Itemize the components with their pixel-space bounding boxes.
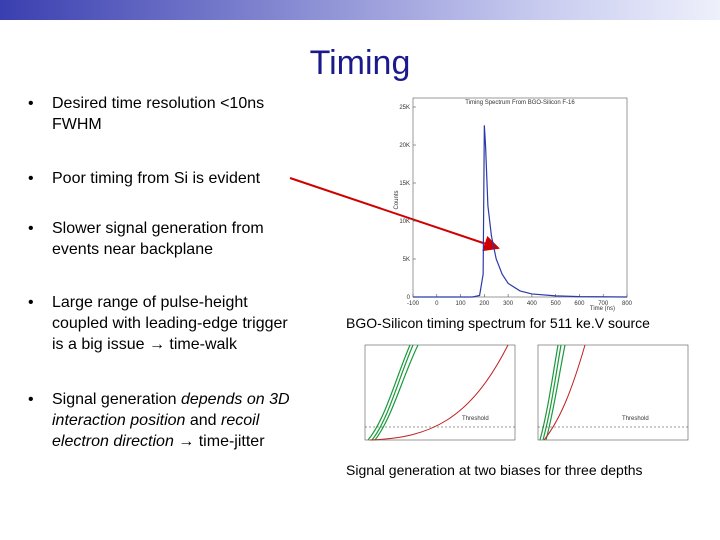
- text-line: is a big issue → time-walk: [52, 334, 288, 355]
- text-segment: electron direction: [52, 433, 174, 450]
- text-line: coupled with leading-edge trigger: [52, 313, 288, 334]
- bullet-text: Slower signal generation from events near…: [52, 218, 264, 260]
- x-tick-label: 700: [598, 301, 609, 307]
- text-segment: FWHM: [52, 116, 102, 133]
- text-line: events near backplane: [52, 239, 264, 260]
- curve: [543, 344, 586, 441]
- x-tick-label: 200: [479, 301, 490, 307]
- bullet-dot: •: [28, 220, 34, 237]
- curve: [367, 344, 419, 441]
- text-segment: and: [185, 412, 222, 429]
- threshold-label: Threshold: [462, 416, 489, 422]
- bullet-text: Poor timing from Si is evident: [52, 168, 260, 189]
- plot-frame: [412, 97, 628, 298]
- text-line: Large range of pulse-height: [52, 292, 288, 313]
- text-segment: Signal generation: [52, 391, 181, 408]
- text-segment: → time-jitter: [173, 433, 265, 450]
- x-tick-label: 300: [503, 301, 514, 307]
- text-line: Desired time resolution <10ns: [52, 93, 264, 114]
- y-tick-label: 15K: [399, 181, 410, 187]
- arrow: [289, 177, 500, 252]
- y-tick-label: 25K: [399, 105, 410, 111]
- text-segment: recoil: [221, 412, 260, 429]
- text-line: Slower signal generation from: [52, 218, 264, 239]
- curve: [369, 344, 509, 441]
- text-line: FWHM: [52, 114, 264, 135]
- text-line: Poor timing from Si is evident: [52, 168, 260, 189]
- bullet-text: Large range of pulse-height coupled with …: [52, 292, 288, 355]
- text-segment: coupled with leading-edge trigger: [52, 315, 288, 332]
- curve: [539, 344, 566, 441]
- text-segment: Desired time resolution <10ns: [52, 95, 265, 112]
- y-tick-label: 10K: [399, 219, 410, 225]
- y-tick-label: 20K: [399, 143, 410, 149]
- bullet-text: Signal generation depends on 3D interacti…: [52, 389, 290, 452]
- bullet-dot: •: [28, 294, 34, 311]
- threshold-label: Threshold: [622, 416, 649, 422]
- text-segment: Slower signal generation from: [52, 220, 264, 237]
- plot-frame: [537, 344, 689, 441]
- text-segment: interaction position: [52, 412, 186, 429]
- text-segment: events near backplane: [52, 241, 213, 258]
- slide-title: Timing: [309, 44, 411, 82]
- x-tick-label: 800: [622, 301, 633, 307]
- x-tick-label: 400: [527, 301, 538, 307]
- text-segment: Poor timing from Si is evident: [52, 170, 261, 187]
- text-line: electron direction → time-jitter: [52, 431, 290, 452]
- caption: BGO-Silicon timing spectrum for 511 ke.V…: [346, 315, 650, 331]
- y-tick-label: 5K: [403, 257, 410, 263]
- bullet-text: Desired time resolution <10ns FWHM: [52, 93, 264, 135]
- x-axis-label: Time (ns): [590, 306, 615, 312]
- text-segment: depends on 3D: [180, 391, 290, 408]
- text-line: interaction position and recoil: [52, 410, 290, 431]
- bullet-dot: •: [28, 170, 34, 187]
- text-line: Signal generation depends on 3D: [52, 389, 290, 410]
- x-tick-label: -100: [407, 301, 420, 307]
- x-tick-label: 500: [551, 301, 562, 307]
- x-tick-label: 100: [456, 301, 467, 307]
- x-tick-label: 600: [574, 301, 585, 307]
- plot-title: Timing Spectrum From BGO-Silicon F-16: [465, 100, 575, 106]
- bullet-dot: •: [28, 391, 34, 408]
- y-tick-label: 0: [407, 295, 411, 301]
- caption: Signal generation at two biases for thre…: [346, 462, 643, 478]
- header-bar: [0, 0, 720, 20]
- text-segment: is a big issue → time-walk: [52, 336, 237, 353]
- bullet-dot: •: [28, 95, 34, 112]
- data-line: [413, 125, 628, 298]
- x-tick-label: 0: [435, 301, 439, 307]
- plot-frame: [364, 344, 516, 441]
- text-segment: Large range of pulse-height: [52, 294, 248, 311]
- y-axis-label: Counts: [394, 190, 400, 209]
